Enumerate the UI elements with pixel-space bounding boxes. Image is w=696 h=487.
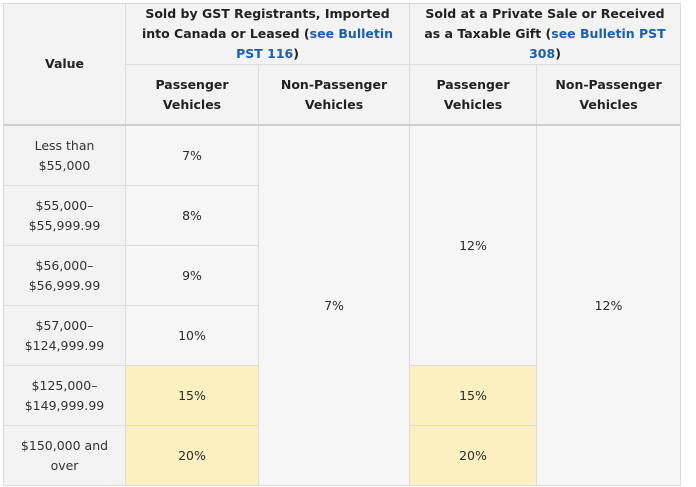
gst-passenger-rate-highlighted: 15%: [125, 365, 259, 426]
gst-passenger-header: Passenger Vehicles: [125, 64, 259, 126]
bulletin-pst-116-link[interactable]: see Bulletin PST 116: [236, 26, 394, 61]
value-cell: $150,000 and over: [3, 425, 126, 486]
table-body: Less than $55,000 7% 7% 12% 12% $55,000–…: [3, 124, 682, 486]
private-non-passenger-rate: 12%: [536, 124, 682, 486]
value-cell: $55,000–$55,999.99: [3, 185, 126, 246]
gst-passenger-rate: 10%: [125, 305, 259, 366]
private-passenger-rate-highlighted: 15%: [409, 365, 538, 426]
gst-non-passenger-header: Non-Passenger Vehicles: [257, 64, 411, 126]
table-row: $57,000–$124,999.99 10%: [3, 305, 681, 366]
table-row: $56,000–$56,999.99 9%: [3, 245, 681, 306]
private-passenger-header: Passenger Vehicles: [409, 64, 538, 126]
gst-registrants-group-header: Sold by GST Registrants, Imported into C…: [124, 3, 411, 65]
table-row: $125,000–$149,999.99 15% 15%: [3, 365, 681, 426]
private-non-passenger-header: Non-Passenger Vehicles: [536, 64, 682, 126]
value-cell: $57,000–$124,999.99: [3, 305, 126, 366]
private-group-text: Sold at a Private Sale or Received as a …: [424, 6, 665, 41]
gst-passenger-rate-highlighted: 20%: [125, 425, 259, 486]
table-header: Value Sold by GST Registrants, Imported …: [3, 3, 682, 126]
table-row: $150,000 and over 20% 20%: [3, 425, 681, 486]
gst-non-passenger-rate: 7%: [257, 124, 411, 486]
value-cell: $125,000–$149,999.99: [3, 365, 126, 426]
value-cell: $56,000–$56,999.99: [3, 245, 126, 306]
header-row-groups: Value Sold by GST Registrants, Imported …: [3, 3, 682, 126]
private-passenger-rate-highlighted: 20%: [409, 425, 538, 486]
value-cell: Less than $55,000: [3, 124, 126, 186]
table-row: $55,000–$55,999.99 8%: [3, 185, 681, 246]
private-passenger-rate-merged: 12%: [409, 124, 538, 366]
gst-passenger-rate: 8%: [125, 185, 259, 246]
bulletin-pst-308-link[interactable]: see Bulletin PST 308: [529, 26, 666, 61]
pst-rates-table: Value Sold by GST Registrants, Imported …: [3, 3, 682, 486]
table-row: Less than $55,000 7% 7% 12% 12%: [3, 124, 682, 486]
value-column-header: Value: [3, 3, 126, 126]
private-group-text-end: ): [555, 46, 561, 61]
private-sale-group-header: Sold at a Private Sale or Received as a …: [409, 3, 682, 65]
gst-group-text: Sold by GST Registrants, Imported into C…: [141, 6, 390, 41]
header-row-types: Passenger Vehicles Non-Passenger Vehicle…: [4, 64, 682, 126]
gst-group-text-end: ): [293, 46, 299, 61]
gst-passenger-rate: 9%: [125, 245, 259, 306]
gst-passenger-rate: 7%: [125, 124, 259, 186]
